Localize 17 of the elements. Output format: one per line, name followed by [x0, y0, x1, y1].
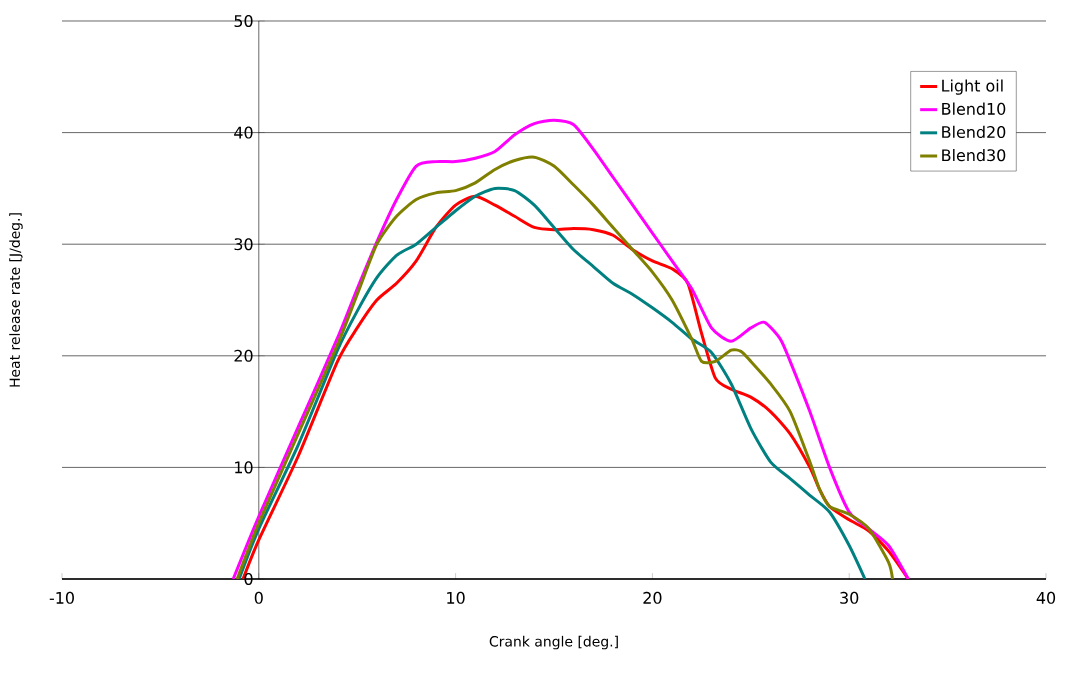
legend-label: Blend10 — [942, 102, 1006, 115]
y-tick-label: 30 — [234, 238, 253, 251]
x-tick-label: 0 — [254, 591, 263, 604]
y-tick-label: 40 — [234, 126, 253, 139]
x-tick-label: 10 — [447, 591, 465, 604]
x-tick-label: 30 — [840, 591, 859, 604]
x-tick-label: 40 — [1036, 591, 1056, 604]
y-tick-label: 20 — [234, 349, 253, 362]
y-axis-title: Heat release rate [J/deg.] — [9, 213, 23, 387]
x-axis-title: Crank angle [deg.] — [489, 635, 618, 650]
y-tick-label: 50 — [234, 14, 253, 28]
legend-label: Blend20 — [942, 125, 1006, 139]
x-tick-label: 20 — [643, 591, 662, 604]
x-tick-label: -10 — [49, 591, 74, 604]
legend-label: Blend30 — [942, 148, 1006, 162]
legend-label: Light oil — [942, 79, 1003, 95]
y-tick-label: 10 — [235, 461, 253, 474]
